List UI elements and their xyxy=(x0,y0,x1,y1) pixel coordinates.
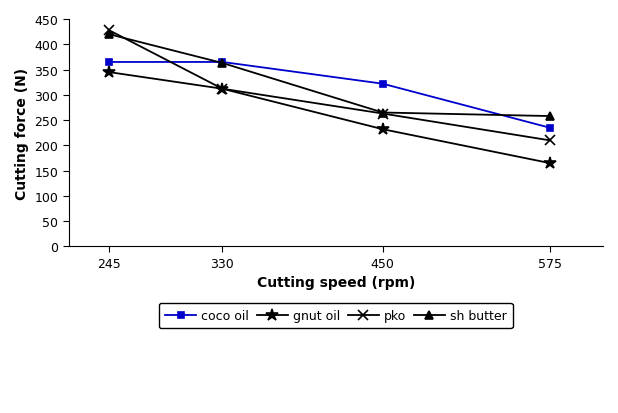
gnut oil xyxy=(546,161,553,166)
sh butter xyxy=(219,62,226,66)
Line: sh butter: sh butter xyxy=(104,31,554,121)
Line: coco oil: coco oil xyxy=(106,59,553,132)
sh butter xyxy=(105,33,112,38)
pko xyxy=(219,87,226,92)
sh butter xyxy=(546,114,553,119)
gnut oil xyxy=(379,127,386,132)
Line: gnut oil: gnut oil xyxy=(103,66,556,170)
pko xyxy=(546,138,553,143)
gnut oil xyxy=(219,87,226,92)
pko xyxy=(105,28,112,33)
X-axis label: Cutting speed (rpm): Cutting speed (rpm) xyxy=(256,276,415,290)
Legend: coco oil, gnut oil, pko, sh butter: coco oil, gnut oil, pko, sh butter xyxy=(159,303,513,328)
Line: pko: pko xyxy=(104,26,554,146)
pko xyxy=(379,112,386,117)
coco oil xyxy=(219,60,226,65)
Y-axis label: Cutting force (N): Cutting force (N) xyxy=(15,67,29,199)
gnut oil xyxy=(105,70,112,75)
sh butter xyxy=(379,111,386,116)
coco oil xyxy=(546,126,553,131)
coco oil xyxy=(105,60,112,65)
coco oil xyxy=(379,82,386,87)
